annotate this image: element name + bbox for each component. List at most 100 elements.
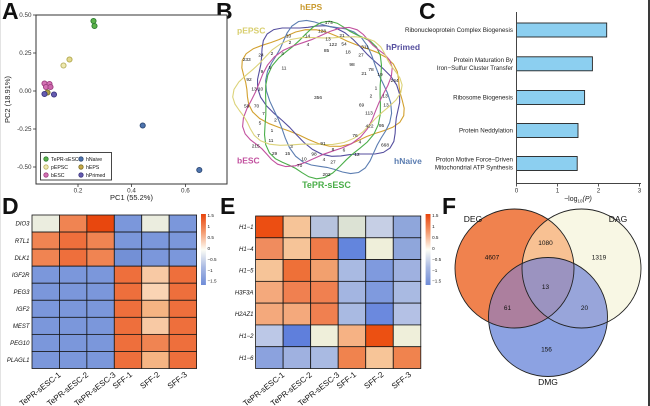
svg-text:0.2: 0.2 [74,188,83,195]
svg-text:hPrimed: hPrimed [86,173,105,179]
svg-text:19: 19 [377,72,383,78]
svg-text:1: 1 [556,188,560,195]
svg-text:−0.5: −0.5 [208,257,218,262]
svg-text:356: 356 [314,95,322,101]
svg-text:SFF-2: SFF-2 [362,370,385,391]
svg-text:H1−5: H1−5 [239,269,254,275]
svg-text:122: 122 [329,42,337,48]
svg-text:95: 95 [379,123,385,129]
svg-text:91: 91 [320,141,326,147]
svg-text:2: 2 [274,118,277,124]
svg-text:DLK1: DLK1 [14,256,29,262]
svg-text:61: 61 [504,305,512,312]
svg-text:4: 4 [359,140,362,146]
svg-text:IGF2: IGF2 [16,307,30,313]
svg-text:54: 54 [341,42,347,48]
svg-text:−1.5: −1.5 [432,279,442,284]
svg-text:76: 76 [352,133,358,139]
svg-text:21: 21 [361,71,367,77]
svg-text:1: 1 [271,128,274,134]
svg-text:21: 21 [339,33,345,39]
svg-text:10: 10 [258,87,264,93]
svg-text:DMG: DMG [538,377,558,387]
svg-text:H1−1: H1−1 [239,225,254,231]
svg-text:174: 174 [325,20,333,26]
svg-text:0: 0 [208,246,211,251]
svg-text:24: 24 [258,53,264,59]
svg-text:98: 98 [311,152,317,158]
svg-text:70: 70 [297,163,303,169]
svg-text:2: 2 [597,188,601,195]
svg-text:SFF-1: SFF-1 [335,370,358,391]
svg-text:DIO3: DIO3 [15,222,30,228]
svg-text:DEG: DEG [464,214,482,224]
svg-text:1: 1 [375,86,378,92]
svg-text:PC2 (18.91%): PC2 (18.91%) [3,75,12,123]
svg-text:14: 14 [305,34,311,40]
svg-text:128: 128 [318,29,326,35]
svg-text:4607: 4607 [485,255,500,262]
svg-text:0: 0 [432,246,435,251]
svg-text:1: 1 [432,224,435,229]
svg-text:DAG: DAG [609,214,627,224]
svg-text:4: 4 [281,51,284,57]
svg-text:15: 15 [285,151,291,157]
svg-text:H1−2: H1−2 [239,334,254,340]
svg-text:27: 27 [358,53,364,59]
svg-text:3: 3 [638,188,642,195]
svg-text:-0.25: -0.25 [17,126,32,133]
svg-text:2: 2 [271,51,274,57]
svg-text:215: 215 [252,144,260,150]
svg-text:85: 85 [324,48,330,54]
svg-text:PEG3: PEG3 [13,290,30,296]
svg-text:MEST: MEST [13,324,31,330]
svg-text:TePR-sESC: TePR-sESC [302,180,351,190]
svg-text:−1.5: −1.5 [208,279,218,284]
svg-text:311: 311 [361,45,369,51]
svg-text:SFF-3: SFF-3 [166,370,189,391]
svg-text:pEPSC: pEPSC [237,26,265,36]
svg-text:92: 92 [246,77,252,83]
svg-text:hNaive: hNaive [86,157,102,163]
svg-text:H1−6: H1−6 [239,356,254,362]
svg-text:H2AZ1: H2AZ1 [235,312,254,318]
svg-text:bESC: bESC [51,173,65,179]
svg-text:13: 13 [383,103,389,109]
svg-text:Proton Motive Force−Driven: Proton Motive Force−Driven [436,157,514,164]
svg-text:PC1 (55.2%): PC1 (55.2%) [110,193,153,202]
svg-text:10: 10 [286,34,292,40]
svg-text:3: 3 [290,144,293,150]
svg-text:hNaive: hNaive [394,156,422,166]
svg-text:PEG10: PEG10 [10,341,30,347]
svg-text:PLAGL1: PLAGL1 [7,358,30,364]
svg-text:1080: 1080 [538,240,553,247]
svg-text:Protein Maturation By: Protein Maturation By [454,57,514,64]
svg-text:10: 10 [301,157,307,163]
svg-text:422: 422 [365,124,373,130]
svg-text:18: 18 [345,50,351,56]
svg-text:6: 6 [343,148,346,154]
svg-text:13: 13 [542,284,550,291]
svg-text:H3F3A: H3F3A [235,290,254,296]
svg-text:7: 7 [257,133,260,139]
svg-text:0.6: 0.6 [181,188,190,195]
svg-text:Mitochondrial ATP Synthesis: Mitochondrial ATP Synthesis [435,165,513,172]
svg-text:1.5: 1.5 [432,213,439,218]
svg-text:IGF2R: IGF2R [12,273,30,279]
svg-text:0.25: 0.25 [19,50,32,57]
svg-text:27: 27 [330,160,336,166]
svg-text:0.00: 0.00 [19,88,32,95]
svg-text:1319: 1319 [592,255,607,262]
svg-text:13: 13 [251,87,257,93]
svg-text:58: 58 [244,104,250,110]
svg-text:−log10(P): −log10(P) [564,196,592,204]
svg-text:12: 12 [354,152,360,158]
svg-text:bESC: bESC [237,156,260,166]
svg-text:7: 7 [262,111,265,117]
svg-text:−0.5: −0.5 [432,257,442,262]
svg-text:244: 244 [391,78,399,84]
svg-text:4: 4 [307,42,310,48]
svg-text:2: 2 [289,40,292,46]
svg-text:−1: −1 [432,268,438,273]
svg-text:SFF-2: SFF-2 [138,370,161,391]
